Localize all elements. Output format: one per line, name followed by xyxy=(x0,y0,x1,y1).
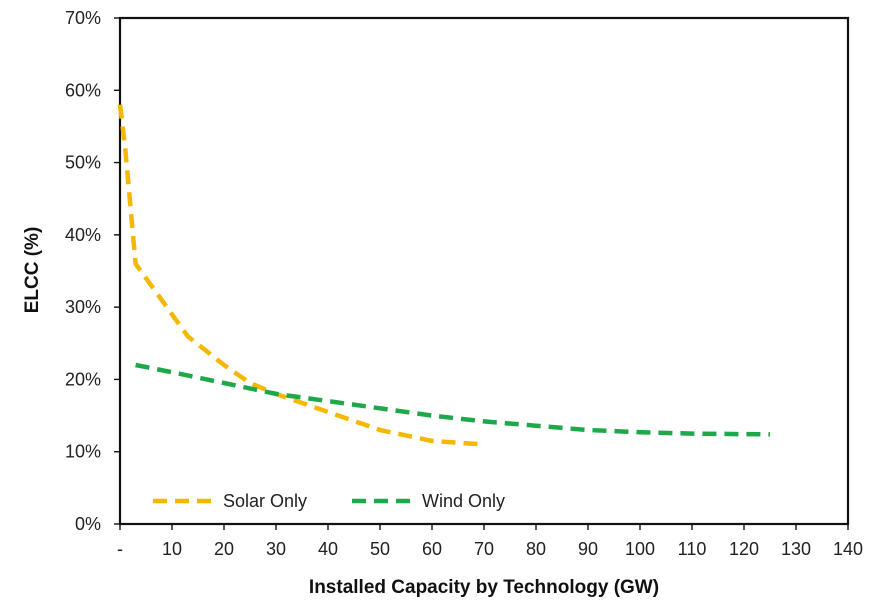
y-tick-label: 10% xyxy=(65,442,101,462)
x-tick-label: 130 xyxy=(781,539,811,559)
x-tick-label: 140 xyxy=(833,539,863,559)
x-tick-label: - xyxy=(117,539,123,559)
x-tick-label: 100 xyxy=(625,539,655,559)
y-tick-label: 20% xyxy=(65,369,101,389)
x-tick-label: 50 xyxy=(370,539,390,559)
x-axis-title: Installed Capacity by Technology (GW) xyxy=(309,577,659,598)
y-tick-label: 70% xyxy=(65,8,101,28)
x-tick-label: 10 xyxy=(162,539,182,559)
y-axis-ticks: 0% 10% 20% 30% 40% 50% 60% 70% xyxy=(65,8,120,534)
legend-label-wind-only: Wind Only xyxy=(422,491,505,511)
x-tick-label: 60 xyxy=(422,539,442,559)
y-tick-label: 40% xyxy=(65,225,101,245)
y-tick-label: 50% xyxy=(65,153,101,173)
plot-area xyxy=(118,16,850,526)
y-tick-label: 30% xyxy=(65,297,101,317)
series-layer xyxy=(117,104,771,447)
x-tick-label: 80 xyxy=(526,539,546,559)
y-axis-title: ELCC (%) xyxy=(22,227,43,314)
y-tick-label: 60% xyxy=(65,80,101,100)
x-tick-label: 20 xyxy=(214,539,234,559)
y-tick-label: 0% xyxy=(75,514,101,534)
plot-frame xyxy=(118,16,850,526)
series-line-wind-only xyxy=(135,362,771,437)
legend-label-solar-only: Solar Only xyxy=(223,491,307,511)
legend: Solar Only Wind Only xyxy=(153,491,505,511)
x-tick-label: 40 xyxy=(318,539,338,559)
x-tick-label: 120 xyxy=(729,539,759,559)
x-tick-label: 90 xyxy=(578,539,598,559)
x-axis-ticks: - 10 20 30 40 50 60 70 80 90 100 110 120 130 140 xyxy=(117,524,863,559)
x-tick-label: 30 xyxy=(266,539,286,559)
x-tick-label: 70 xyxy=(474,539,494,559)
series-line-solar-only xyxy=(117,104,485,447)
x-tick-label: 110 xyxy=(678,539,707,559)
